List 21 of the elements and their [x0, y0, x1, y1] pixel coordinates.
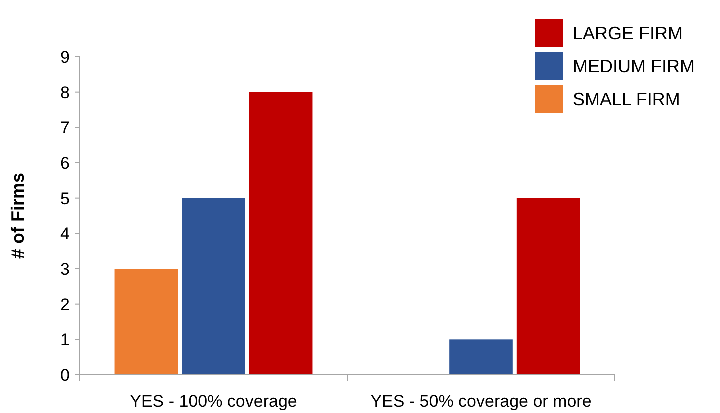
x-tick-label: YES - 50% coverage or more [370, 392, 592, 411]
legend-label: LARGE FIRM [573, 23, 684, 44]
bar [249, 92, 313, 375]
y-tick-label: 9 [60, 48, 70, 67]
y-axis-title: # of Firms [8, 172, 28, 260]
y-tick-label: 3 [60, 260, 70, 279]
y-tick-label: 8 [60, 83, 70, 102]
x-tick-label: YES - 100% coverage [130, 392, 298, 411]
legend-label: SMALL FIRM [573, 89, 680, 110]
y-tick-label: 7 [60, 118, 70, 138]
legend-label: MEDIUM FIRM [573, 56, 695, 76]
y-tick-label: 2 [60, 295, 70, 314]
bar [516, 198, 580, 375]
y-tick-label: 6 [60, 154, 70, 173]
bar [114, 269, 178, 375]
y-tick-label: 0 [60, 366, 70, 385]
bar [182, 198, 246, 375]
y-tick-label: 4 [60, 224, 70, 244]
y-tick-label: 5 [60, 189, 70, 208]
y-tick-label: 1 [60, 330, 70, 350]
bar [450, 340, 513, 375]
